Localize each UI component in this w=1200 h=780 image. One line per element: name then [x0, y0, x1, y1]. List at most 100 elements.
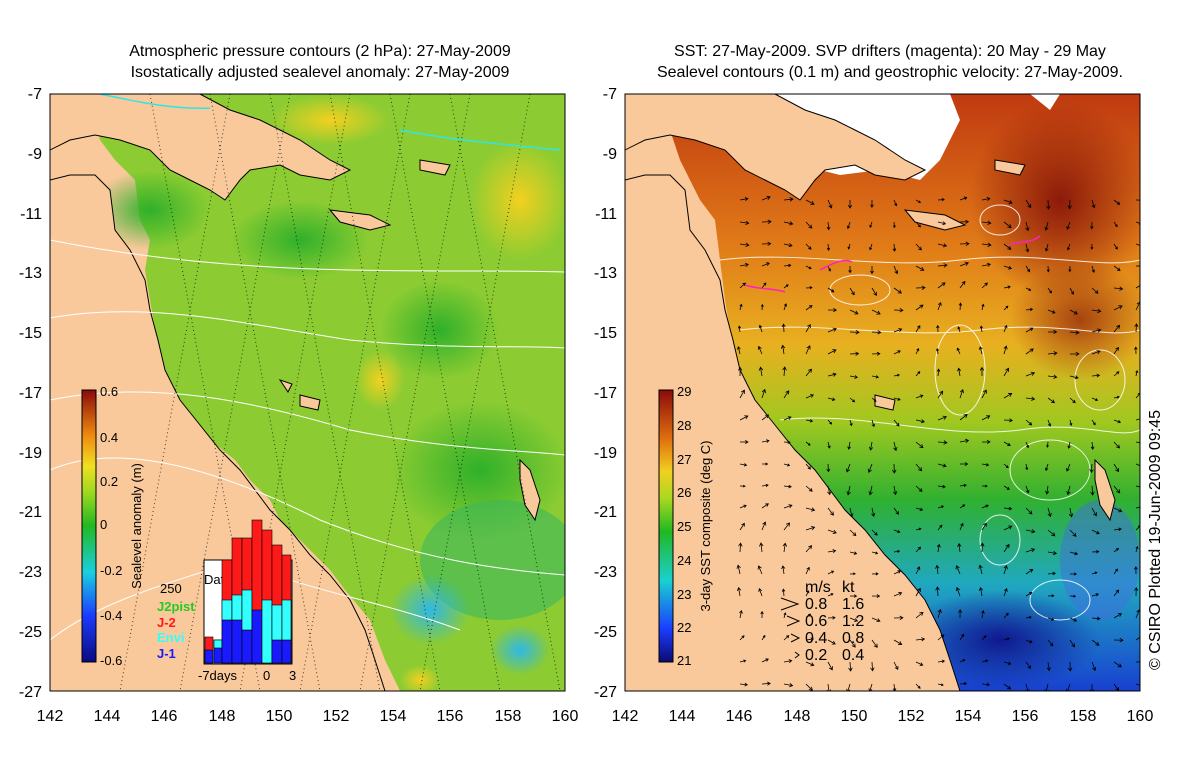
velocity-arrow [805, 545, 813, 553]
velocity-arrow [915, 394, 924, 399]
velocity-arrow [1047, 397, 1055, 404]
velocity-arrow [1025, 639, 1033, 644]
velocity-arrow [1003, 285, 1011, 289]
velocity-arrow [758, 366, 764, 377]
velocity-arrow [871, 551, 879, 555]
velocity-arrow [826, 243, 831, 251]
left-x-tick: 146 [151, 708, 178, 725]
right-colorbar-tick: 29 [677, 384, 691, 399]
velocity-arrow [1135, 441, 1140, 444]
velocity-arrow [805, 590, 810, 597]
right-x-tick: 144 [669, 708, 696, 725]
velocity-arrow [761, 439, 770, 443]
velocity-arrow [827, 287, 835, 293]
velocity-arrow [1025, 265, 1031, 273]
velocity-arrow [915, 199, 922, 203]
right-x-tick: 142 [612, 708, 639, 725]
left-map-frame [49, 93, 566, 692]
velocity-arrow [1069, 330, 1080, 335]
right-x-tick: 154 [955, 708, 982, 725]
right-colorbar-tick: 22 [677, 620, 691, 635]
velocity-arrow [955, 565, 961, 575]
velocity-arrow [805, 199, 815, 205]
velocity-arrow [1113, 637, 1124, 643]
velocity-arrow [915, 370, 921, 377]
velocity-arrow [827, 507, 834, 516]
velocity-arrow [1091, 308, 1102, 314]
velocity-arrow [1069, 419, 1073, 426]
velocity-arrow [1069, 617, 1078, 622]
velocity-arrow [937, 263, 948, 268]
velocity-arrow [759, 542, 764, 553]
right-y-tick: -19 [594, 445, 617, 462]
velocity-arrow [959, 682, 968, 686]
velocity-arrow [1113, 661, 1122, 668]
velocity-arrow [761, 503, 769, 509]
velocity-arrow [981, 439, 991, 444]
velocity-arrow [1069, 639, 1075, 648]
velocity-arrow [959, 522, 964, 531]
velocity-arrow [847, 243, 851, 250]
velocity-arrow [893, 615, 904, 621]
velocity-arrow [915, 419, 926, 424]
velocity-arrow [1113, 243, 1118, 250]
velocity-arrow [937, 608, 942, 619]
left-x-tick: 150 [266, 708, 293, 725]
velocity-arrow [805, 394, 815, 399]
velocity-arrow [758, 324, 763, 333]
velocity-arrow [805, 221, 813, 229]
left-title-line1: Atmospheric pressure contours (2 hPa): 2… [129, 43, 511, 60]
velocity-arrow [827, 661, 833, 671]
velocity-arrow [1113, 305, 1123, 311]
velocity-legend-kt: 1.6 [842, 596, 864, 613]
velocity-arrow [1069, 287, 1074, 295]
left-map [50, 94, 565, 691]
velocity-arrow [827, 372, 837, 377]
velocity-arrow [871, 507, 876, 517]
velocity-arrow [739, 635, 745, 641]
velocity-arrow [915, 507, 924, 511]
velocity-arrow [1003, 637, 1010, 641]
velocity-arrow [981, 303, 985, 311]
velocity-arrow [959, 261, 969, 267]
velocity-arrow [1113, 346, 1119, 355]
velocity-arrow [848, 661, 853, 672]
velocity-arrow [1113, 568, 1118, 575]
velocity-arrow [981, 389, 987, 399]
velocity-arrow [849, 309, 859, 315]
velocity-arrow [1003, 418, 1014, 423]
velocity-arrow [1113, 199, 1121, 205]
velocity-arrow [915, 611, 924, 619]
velocity-arrow [1003, 305, 1009, 311]
velocity-arrow [847, 441, 851, 450]
right-x-tick: 160 [1127, 708, 1154, 725]
right-y-tick: -17 [594, 385, 617, 402]
velocity-arrow [937, 198, 945, 202]
left-y-tick: -17 [19, 385, 42, 402]
left-y-tick: -25 [19, 624, 42, 641]
velocity-arrow [761, 414, 770, 421]
right-x-axis: 142 144 146 148 150 152 154 156 158 160 [612, 708, 1154, 725]
velocity-arrow [1069, 551, 1079, 556]
velocity-arrow [849, 529, 857, 537]
velocity-arrow [915, 325, 921, 333]
velocity-arrow [805, 243, 812, 250]
right-colorbar-label: 3-day SST composite (deg C) [698, 441, 713, 612]
velocity-arrow [739, 262, 750, 268]
velocity-arrow [981, 196, 991, 201]
velocity-arrow [936, 347, 939, 355]
velocity-arrow [739, 484, 746, 488]
velocity-arrow [781, 323, 786, 333]
velocity-arrow [1066, 463, 1071, 472]
velocity-arrow [893, 661, 899, 670]
velocity-arrow [959, 280, 966, 289]
velocity-arrow [869, 243, 873, 251]
velocity-arrow [805, 661, 815, 667]
velocity-arrow [827, 327, 837, 333]
velocity-arrow [827, 549, 837, 553]
velocity-arrow [936, 543, 941, 553]
right-title-line2: Sealevel contours (0.1 m) and geostrophi… [656, 64, 1123, 81]
right-colorbar-gradient [658, 389, 674, 663]
legend-j1: J-1 [157, 646, 176, 661]
velocity-arrow [893, 265, 899, 275]
